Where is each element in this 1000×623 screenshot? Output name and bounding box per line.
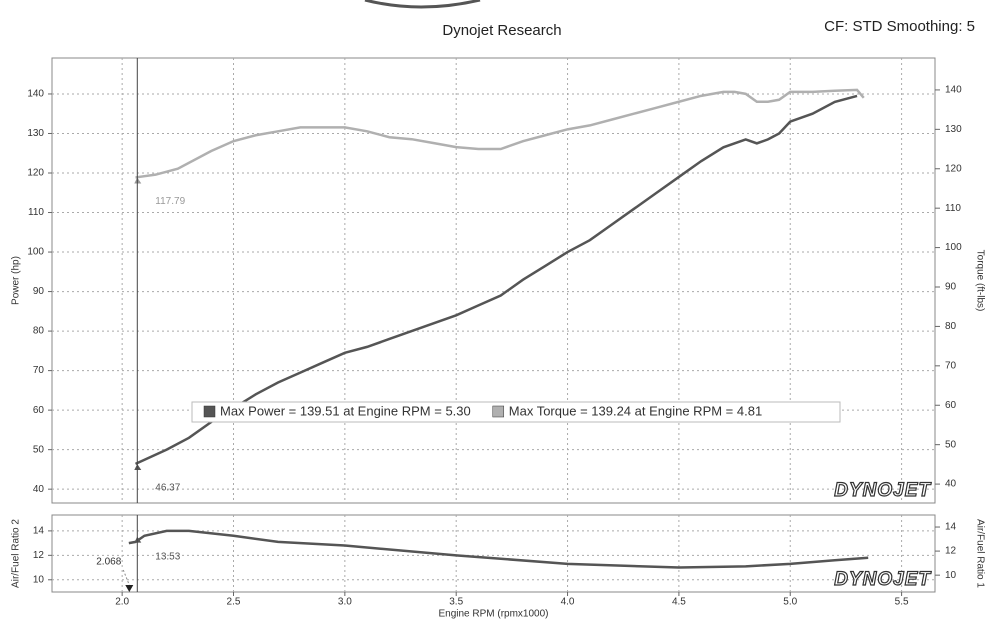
y2-tick-label: 12 [945,546,957,557]
y-tick-label: 110 [28,207,44,218]
y2-tick-label: 120 [945,163,962,174]
y2-tick-label: 140 [945,85,962,96]
x-tick-label: 5.5 [895,597,909,608]
x-tick-label: 4.0 [561,597,575,608]
y2-tick-label: 80 [945,321,957,332]
y2-tick-label: 100 [945,242,962,253]
y2-tick-label: 10 [945,570,957,581]
y2-axis-label: Torque (ft-lbs) [974,250,985,312]
y-tick-label: 70 [33,365,45,376]
plot-area [51,57,936,504]
y-tick-label: 120 [27,168,44,179]
legend-label: Max Torque = 139.24 at Engine RPM = 4.81 [509,403,762,418]
chart-title: Dynojet Research [442,22,561,39]
legend-swatch [203,405,216,418]
watermark: DYNOJET [834,569,931,590]
y-tick-label: 140 [27,89,44,100]
cursor-value: 117.79 [155,196,185,207]
y-tick-label: 80 [33,326,45,337]
watermark: DYNOJET [834,480,931,501]
cursor-value: 46.37 [155,483,180,494]
x-tick-label: 3.5 [449,597,463,608]
y2-tick-label: 110 [945,203,961,214]
cursor-value: 13.53 [155,551,180,562]
y-tick-label: 50 [33,444,45,455]
cursor-marker [125,585,134,592]
y2-tick-label: 130 [945,124,962,135]
x-tick-label: 4.5 [672,597,686,608]
y2-tick-label: 70 [945,360,957,371]
series-line [135,88,865,179]
y-axis-label: Power (hp) [11,256,22,305]
logo-arc [364,0,481,9]
y2-tick-label: 90 [945,282,957,293]
y-tick-label: 40 [33,484,45,495]
chart-subtitle: CF: STD Smoothing: 5 [824,18,975,35]
y2-tick-label: 40 [945,479,957,490]
y2-axis-label: Air/Fuel Ratio 1 [974,519,985,588]
x-tick-label: 5.0 [783,597,797,608]
cursor-leader [122,569,130,586]
x-tick-label: 2.5 [227,597,241,608]
series-line [134,94,858,466]
x-tick-label: 2.0 [115,597,129,608]
legend-box [191,401,841,423]
y-tick-label: 14 [33,526,45,537]
y2-tick-label: 60 [945,400,957,411]
y-tick-label: 130 [27,128,44,139]
x-axis-label: Engine RPM (rpmx1000) [438,609,548,620]
y-tick-label: 10 [33,574,45,585]
y-axis-label: Air/Fuel Ratio 2 [11,519,22,588]
y-tick-label: 60 [33,405,45,416]
plot-area [51,514,936,593]
y-tick-label: 100 [27,247,44,258]
cursor-x-label: 2.068 [96,557,121,568]
legend-label: Max Power = 139.51 at Engine RPM = 5.30 [220,403,471,418]
y-tick-label: 90 [33,286,45,297]
x-tick-label: 3.0 [338,597,352,608]
series-line [128,529,869,569]
y-tick-label: 12 [33,550,45,561]
y2-tick-label: 14 [945,522,957,533]
legend-swatch [492,405,505,418]
y2-tick-label: 50 [945,439,957,450]
